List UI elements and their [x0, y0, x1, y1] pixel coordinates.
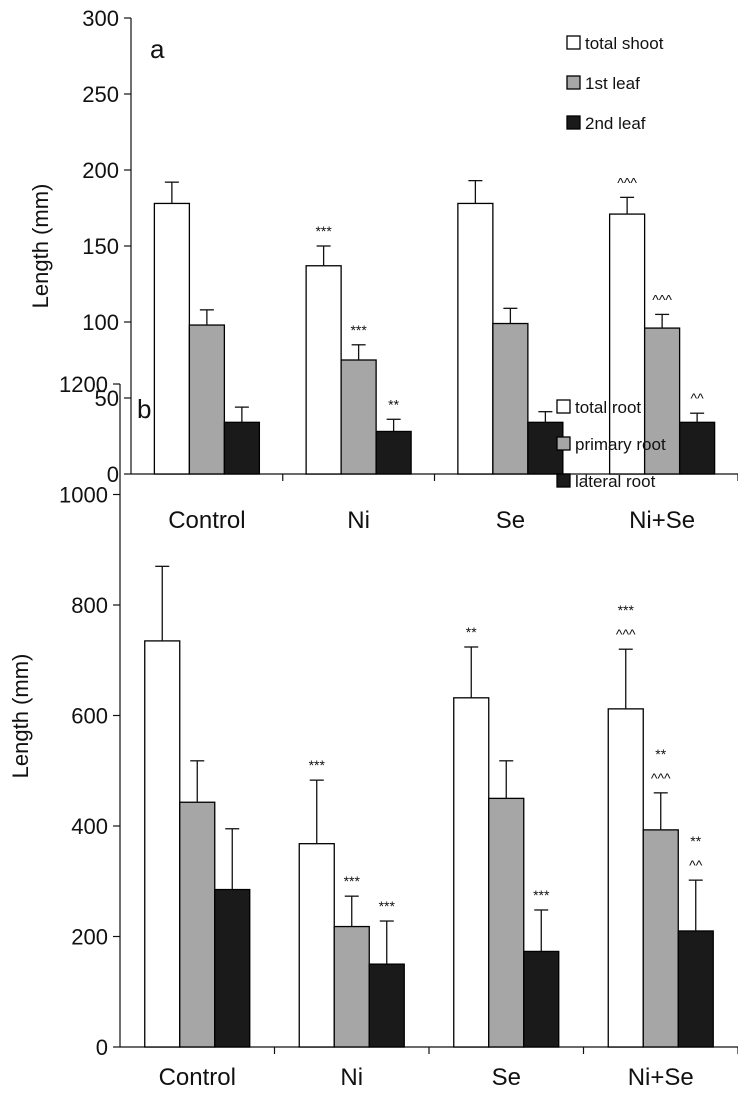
y-tick-label: 800	[71, 593, 108, 618]
y-tick-label: 0	[107, 462, 119, 487]
significance-label: **	[388, 396, 399, 412]
bar	[643, 327, 681, 475]
bar	[488, 797, 525, 1048]
bar	[457, 202, 494, 475]
bar	[678, 421, 716, 475]
legend-swatch	[556, 436, 571, 451]
significance-label: ***	[315, 223, 332, 239]
bar	[607, 708, 644, 1048]
legend-swatch	[556, 473, 571, 488]
significance-label: ***	[350, 322, 367, 338]
y-tick-label: 50	[95, 386, 119, 411]
significance-label: ***	[618, 602, 635, 618]
y-tick-label: 150	[82, 234, 119, 259]
bar	[340, 359, 377, 475]
category-label: Control	[168, 507, 245, 534]
category-label: Control	[159, 1064, 236, 1091]
bar	[214, 888, 251, 1048]
y-tick-label: 1200	[59, 372, 108, 397]
y-tick-label: 400	[71, 814, 108, 839]
category-label: Ni	[340, 1064, 363, 1091]
bar	[523, 950, 560, 1048]
bar	[298, 843, 335, 1048]
category-label: Se	[492, 1064, 521, 1091]
panel-b: 0 200 400 600 800 1000 1200 Length (mm) b Control…	[8, 372, 738, 1091]
significance-label: ^^^	[651, 770, 671, 786]
y-tick-label: 600	[71, 704, 108, 729]
significance-label: ^^	[689, 857, 703, 873]
bar	[153, 202, 191, 475]
category-label: Ni+Se	[629, 507, 695, 534]
y-tick-label: 200	[82, 158, 119, 183]
y-axis-title: Length (mm)	[28, 184, 53, 309]
legend-label: 2nd leaf	[585, 114, 646, 133]
bar	[144, 640, 181, 1048]
bar	[305, 265, 342, 475]
legend-label: primary root	[575, 435, 666, 454]
y-tick-label: 1000	[59, 483, 108, 508]
panel-a: 0 50 100 150 200 250 300 Length (mm) a Control Ni *…	[28, 6, 738, 534]
category-label: Se	[496, 507, 525, 534]
bar	[333, 925, 370, 1048]
significance-label: ***	[379, 898, 396, 914]
bar	[677, 930, 714, 1048]
legend-label: 1st leaf	[585, 74, 640, 93]
bar	[223, 421, 261, 475]
y-tick-label: 300	[82, 6, 119, 31]
y-tick-label: 0	[96, 1035, 108, 1060]
bar	[375, 430, 412, 475]
significance-label: **	[690, 833, 701, 849]
legend-label: lateral root	[575, 472, 656, 491]
bar	[188, 324, 226, 475]
significance-label: **	[466, 624, 477, 640]
legend-swatch	[566, 75, 581, 90]
significance-label: ^^^	[617, 174, 637, 190]
y-tick-label: 100	[82, 310, 119, 335]
significance-label: ^^^	[652, 291, 672, 307]
legend-swatch	[566, 115, 581, 130]
bar	[368, 963, 405, 1048]
significance-label: ***	[533, 887, 550, 903]
y-axis-title: Length (mm)	[8, 654, 33, 779]
y-tick-label: 200	[71, 925, 108, 950]
bar	[492, 322, 529, 475]
y-tick-label: 250	[82, 82, 119, 107]
panel-letter: b	[137, 394, 151, 424]
significance-label: ***	[344, 873, 361, 889]
significance-label: ^^	[691, 390, 705, 406]
category-label: Ni	[347, 507, 370, 534]
legend-label: total shoot	[585, 34, 664, 53]
significance-label: ***	[309, 757, 326, 773]
category-label: Ni+Se	[628, 1064, 694, 1091]
bar	[453, 697, 490, 1048]
legend-label: total root	[575, 398, 641, 417]
bar	[179, 801, 216, 1048]
panel-letter: a	[150, 34, 165, 64]
bar	[642, 829, 679, 1048]
legend-swatch	[566, 35, 581, 50]
significance-label: ^^^	[616, 626, 636, 642]
legend-swatch	[556, 399, 571, 414]
significance-label: **	[655, 746, 666, 762]
